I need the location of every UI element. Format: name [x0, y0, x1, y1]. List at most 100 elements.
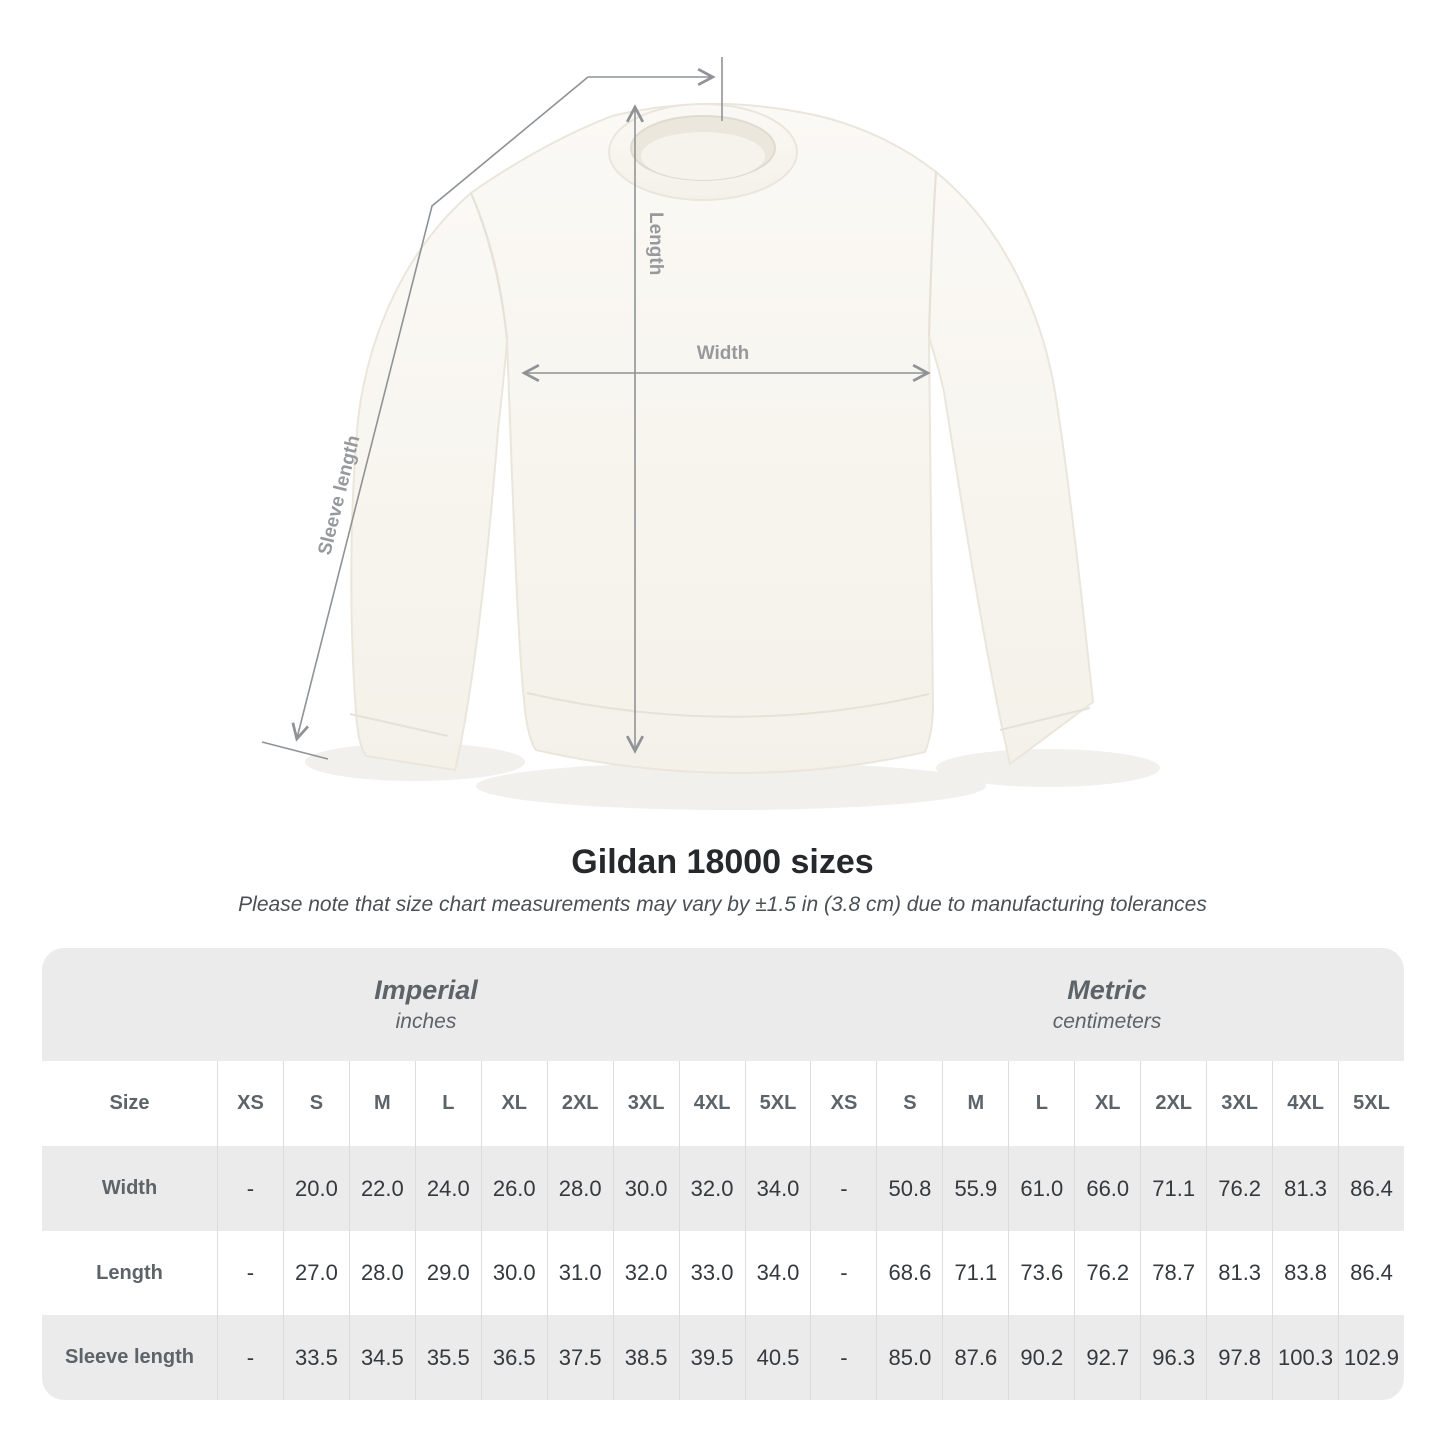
value-cell-imperial: 31.0: [546, 1231, 613, 1315]
value-cell-imperial: -: [217, 1146, 283, 1231]
row-label: Width: [42, 1146, 217, 1231]
value-cell-metric: 96.3: [1140, 1315, 1207, 1400]
size-header-imperial-M: M: [348, 1061, 415, 1146]
size-table: Imperial inches Metric centimeters Size X…: [42, 948, 1404, 1400]
size-header-metric-XL: XL: [1074, 1061, 1141, 1146]
garment-diagram: Width Length Sleeve length: [261, 57, 1160, 810]
measurement-lines: [261, 57, 927, 760]
value-cell-imperial: 36.5: [480, 1315, 547, 1400]
value-cell-imperial: 34.0: [744, 1231, 811, 1315]
value-cell-metric: 76.2: [1206, 1146, 1273, 1231]
size-header-metric-4XL: 4XL: [1272, 1061, 1339, 1146]
value-cell-metric: -: [810, 1315, 877, 1400]
value-cell-metric: 97.8: [1206, 1315, 1273, 1400]
sleeve-end-tick: [261, 741, 329, 760]
garment-seams: [349, 171, 1091, 737]
value-cell-metric: -: [810, 1231, 877, 1315]
sweatshirt-left-sleeve: [350, 191, 509, 772]
value-cell-imperial: 33.0: [678, 1231, 745, 1315]
value-cell-imperial: 29.0: [414, 1231, 481, 1315]
size-header-imperial-XS: XS: [217, 1061, 283, 1146]
value-cell-metric: 92.7: [1074, 1315, 1141, 1400]
size-header-imperial-2XL: 2XL: [546, 1061, 613, 1146]
value-cell-metric: 83.8: [1272, 1231, 1339, 1315]
row-label: Length: [42, 1231, 217, 1315]
value-cell-imperial: 37.5: [546, 1315, 613, 1400]
value-cell-metric: 61.0: [1008, 1146, 1075, 1231]
sleeve-length-line: [297, 76, 589, 738]
sweatshirt-right-sleeve: [927, 170, 1095, 766]
size-header-metric-L: L: [1008, 1061, 1075, 1146]
table-grid: Size XS S M L XL 2XL 3XL 4XL 5XL XS S M L XL 2XL 3XL 4XL 5…: [42, 1061, 1404, 1400]
value-cell-imperial: 30.0: [480, 1231, 547, 1315]
collar-front-fabric: [641, 132, 765, 180]
value-cell-metric: 85.0: [876, 1315, 943, 1400]
value-cell-imperial: 38.5: [612, 1315, 679, 1400]
value-cell-imperial: 34.5: [348, 1315, 415, 1400]
size-header-metric-5XL: 5XL: [1338, 1061, 1404, 1146]
value-cell-imperial: 28.0: [546, 1146, 613, 1231]
metric-label: Metric: [1067, 975, 1147, 1005]
value-cell-imperial: 40.5: [744, 1315, 811, 1400]
value-cell-metric: 78.7: [1140, 1231, 1207, 1315]
size-header-metric-M: M: [942, 1061, 1009, 1146]
size-header-imperial-L: L: [414, 1061, 481, 1146]
value-cell-imperial: 34.0: [744, 1146, 811, 1231]
sweatshirt-illustration: Width Length Sleeve length: [261, 57, 1160, 810]
tolerance-note: Please note that size chart measurements…: [238, 893, 1207, 916]
value-cell-imperial: 32.0: [612, 1231, 679, 1315]
value-cell-imperial: 32.0: [678, 1146, 745, 1231]
value-cell-metric: 86.4: [1338, 1146, 1404, 1231]
value-cell-metric: 71.1: [1140, 1146, 1207, 1231]
value-cell-metric: -: [810, 1146, 877, 1231]
value-cell-imperial: 27.0: [282, 1231, 349, 1315]
value-cell-metric: 66.0: [1074, 1146, 1141, 1231]
size-header-imperial-3XL: 3XL: [612, 1061, 679, 1146]
size-header-metric-3XL: 3XL: [1206, 1061, 1273, 1146]
value-cell-metric: 81.3: [1272, 1146, 1339, 1231]
value-cell-imperial: 30.0: [612, 1146, 679, 1231]
value-cell-metric: 50.8: [876, 1146, 943, 1231]
value-cell-metric: 100.3: [1272, 1315, 1339, 1400]
value-cell-imperial: 20.0: [282, 1146, 349, 1231]
value-cell-metric: 90.2: [1008, 1315, 1075, 1400]
imperial-label: Imperial: [374, 975, 478, 1005]
value-cell-metric: 86.4: [1338, 1231, 1404, 1315]
size-header-metric-XS: XS: [810, 1061, 877, 1146]
value-cell-metric: 87.6: [942, 1315, 1009, 1400]
size-header-imperial-4XL: 4XL: [678, 1061, 745, 1146]
imperial-unit-label: inches: [395, 1010, 457, 1033]
value-cell-imperial: 35.5: [414, 1315, 481, 1400]
width-label: Width: [697, 343, 750, 364]
size-header-imperial-XL: XL: [480, 1061, 547, 1146]
garment-shadow: [305, 743, 1160, 810]
metric-group-header: Metric centimeters: [810, 948, 1404, 1061]
sweatshirt-body: [469, 102, 938, 774]
value-cell-imperial: 22.0: [348, 1146, 415, 1231]
value-cell-metric: 73.6: [1008, 1231, 1075, 1315]
value-cell-imperial: 24.0: [414, 1146, 481, 1231]
row-label: Sleeve length: [42, 1315, 217, 1400]
size-header-imperial-S: S: [282, 1061, 349, 1146]
value-cell-metric: 76.2: [1074, 1231, 1141, 1315]
size-header-metric-S: S: [876, 1061, 943, 1146]
length-label: Length: [645, 212, 666, 275]
value-cell-imperial: 39.5: [678, 1315, 745, 1400]
value-cell-imperial: -: [217, 1315, 283, 1400]
size-column-header: Size: [42, 1061, 217, 1146]
value-cell-metric: 102.9: [1338, 1315, 1404, 1400]
size-header-imperial-5XL: 5XL: [744, 1061, 811, 1146]
unit-group-band: Imperial inches Metric centimeters: [42, 948, 1404, 1061]
value-cell-imperial: 33.5: [282, 1315, 349, 1400]
value-cell-metric: 71.1: [942, 1231, 1009, 1315]
page-title: Gildan 18000 sizes: [571, 843, 874, 881]
size-header-metric-2XL: 2XL: [1140, 1061, 1207, 1146]
value-cell-metric: 55.9: [942, 1146, 1009, 1231]
value-cell-metric: 81.3: [1206, 1231, 1273, 1315]
value-cell-imperial: 28.0: [348, 1231, 415, 1315]
metric-unit-label: centimeters: [1052, 1010, 1162, 1033]
value-cell-metric: 68.6: [876, 1231, 943, 1315]
value-cell-imperial: -: [217, 1231, 283, 1315]
value-cell-imperial: 26.0: [480, 1146, 547, 1231]
